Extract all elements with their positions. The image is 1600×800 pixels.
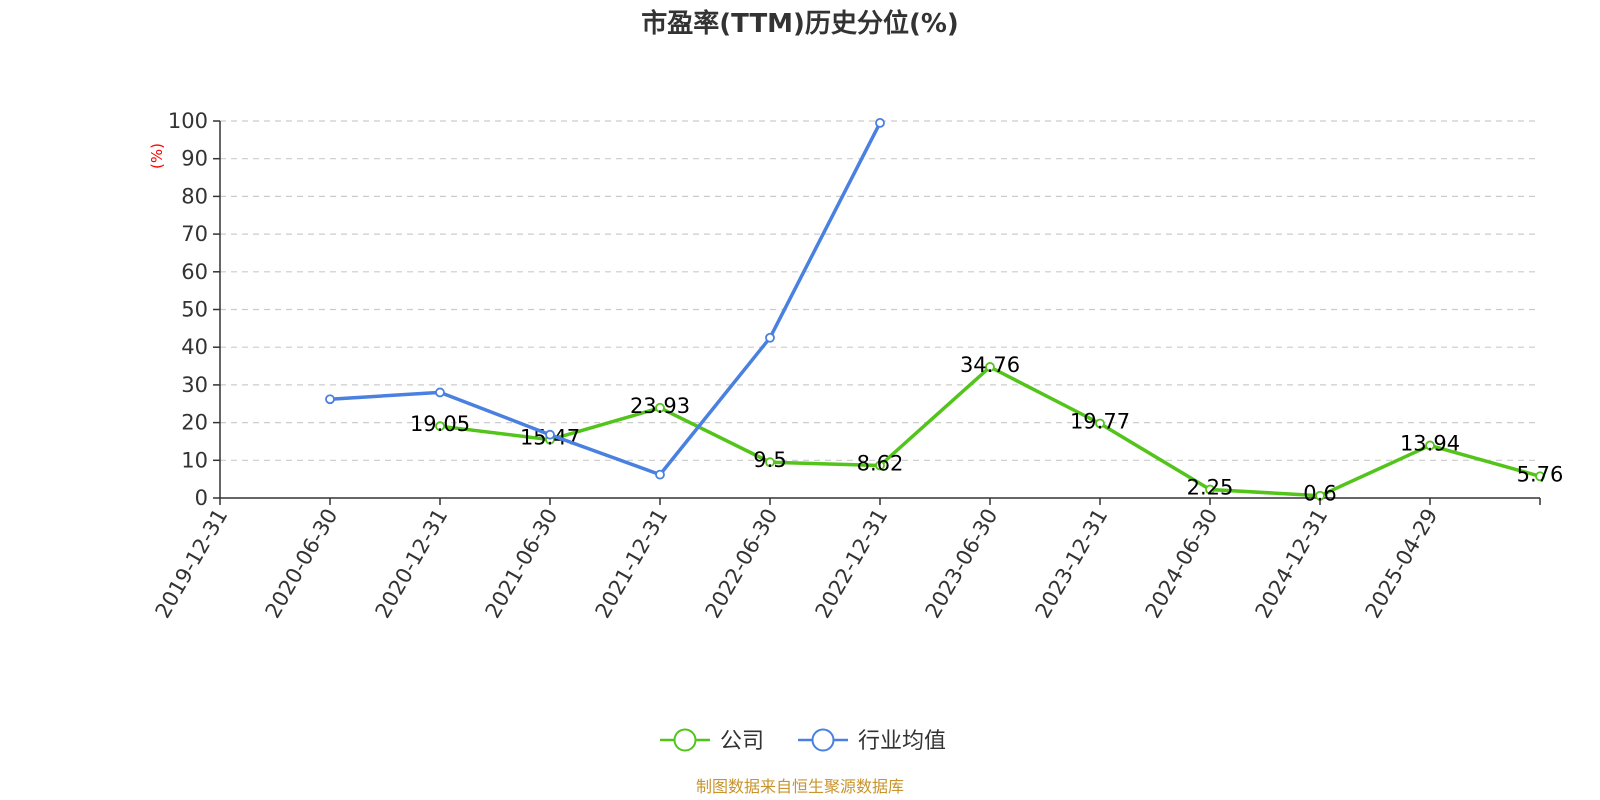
data-label: 5.76 bbox=[1517, 462, 1564, 486]
grid-lines bbox=[220, 120, 1540, 461]
legend-item[interactable]: 公司 bbox=[660, 728, 764, 754]
data-point[interactable] bbox=[545, 429, 555, 440]
y-tick-label: 0 bbox=[195, 486, 208, 510]
series-1 bbox=[325, 117, 885, 480]
data-point[interactable] bbox=[765, 457, 775, 468]
chart-title: 市盈率(TTM)历史分位(%) bbox=[641, 8, 959, 39]
y-tick-label: 40 bbox=[181, 335, 208, 359]
y-tick-label: 90 bbox=[181, 147, 208, 171]
data-label: 19.77 bbox=[1070, 409, 1130, 433]
legend-label: 行业均值 bbox=[858, 729, 946, 754]
x-tick-label: 2022-12-31 bbox=[811, 505, 893, 623]
source-note: 制图数据来自恒生聚源数据库 bbox=[696, 777, 904, 796]
data-point[interactable] bbox=[655, 402, 665, 413]
data-point[interactable] bbox=[435, 387, 445, 398]
data-point[interactable] bbox=[325, 394, 335, 405]
x-tick-label: 2021-06-30 bbox=[481, 505, 563, 623]
legend-marker bbox=[673, 728, 697, 752]
data-label: 23.93 bbox=[630, 394, 690, 418]
y-tick-label: 60 bbox=[181, 260, 208, 284]
series-0: 19.0515.4723.939.58.6234.7619.772.250.61… bbox=[410, 353, 1563, 506]
x-tick-label: 2023-06-30 bbox=[921, 505, 1003, 623]
data-label: 0.6 bbox=[1303, 482, 1336, 506]
y-axis-unit-label: (%) bbox=[148, 143, 166, 169]
data-point[interactable] bbox=[435, 421, 445, 432]
x-tick-label: 2025-04-29 bbox=[1361, 505, 1443, 623]
x-tick-label: 2020-12-31 bbox=[371, 505, 453, 623]
y-tick-label: 80 bbox=[181, 184, 208, 208]
data-point[interactable] bbox=[1535, 471, 1545, 482]
series-line bbox=[328, 121, 882, 477]
y-tick-label: 50 bbox=[181, 298, 208, 322]
data-point[interactable] bbox=[655, 469, 665, 480]
data-label: 19.05 bbox=[410, 412, 470, 436]
legend-marker bbox=[811, 728, 835, 752]
series-layer: 19.0515.4723.939.58.6234.7619.772.250.61… bbox=[325, 117, 1563, 506]
data-label: 13.94 bbox=[1400, 431, 1460, 455]
legend[interactable]: 公司 行业均值 bbox=[660, 728, 946, 754]
legend-item[interactable]: 行业均值 bbox=[798, 728, 946, 754]
y-tick-label: 10 bbox=[181, 448, 208, 472]
data-label: 8.62 bbox=[857, 452, 904, 476]
data-point[interactable] bbox=[1095, 418, 1105, 429]
y-tick-label: 70 bbox=[181, 222, 208, 246]
x-tick-label: 2022-06-30 bbox=[701, 505, 783, 623]
x-tick-label: 2020-06-30 bbox=[261, 505, 343, 623]
y-tick-label: 100 bbox=[168, 109, 208, 133]
x-tick-label: 2021-12-31 bbox=[591, 505, 673, 623]
data-point[interactable] bbox=[985, 362, 995, 372]
data-label: 9.5 bbox=[753, 448, 786, 472]
data-point[interactable] bbox=[875, 117, 885, 128]
series-line bbox=[438, 365, 1542, 498]
data-point[interactable] bbox=[765, 332, 775, 343]
y-tick-label: 30 bbox=[181, 373, 208, 397]
x-tick-label: 2024-06-30 bbox=[1141, 505, 1223, 623]
data-point[interactable] bbox=[1315, 490, 1325, 501]
data-point[interactable] bbox=[875, 460, 885, 471]
data-label: 34.76 bbox=[960, 353, 1020, 377]
y-tick-label: 20 bbox=[181, 411, 208, 435]
data-point[interactable] bbox=[1205, 484, 1215, 495]
x-tick-label: 2023-12-31 bbox=[1031, 505, 1113, 623]
x-tick-label: 2024-12-31 bbox=[1251, 505, 1333, 623]
data-label: 2.25 bbox=[1187, 476, 1234, 500]
y-axis: 0 10 20 30 40 50 60 70 80 90 100 bbox=[168, 109, 221, 510]
x-axis: 2019-12-31 2020-06-30 2020-12-31 2021-06-30… bbox=[151, 497, 1541, 623]
x-tick-label: 2019-12-31 bbox=[151, 505, 233, 623]
legend-label: 公司 bbox=[720, 729, 764, 754]
data-point[interactable] bbox=[1425, 440, 1435, 451]
